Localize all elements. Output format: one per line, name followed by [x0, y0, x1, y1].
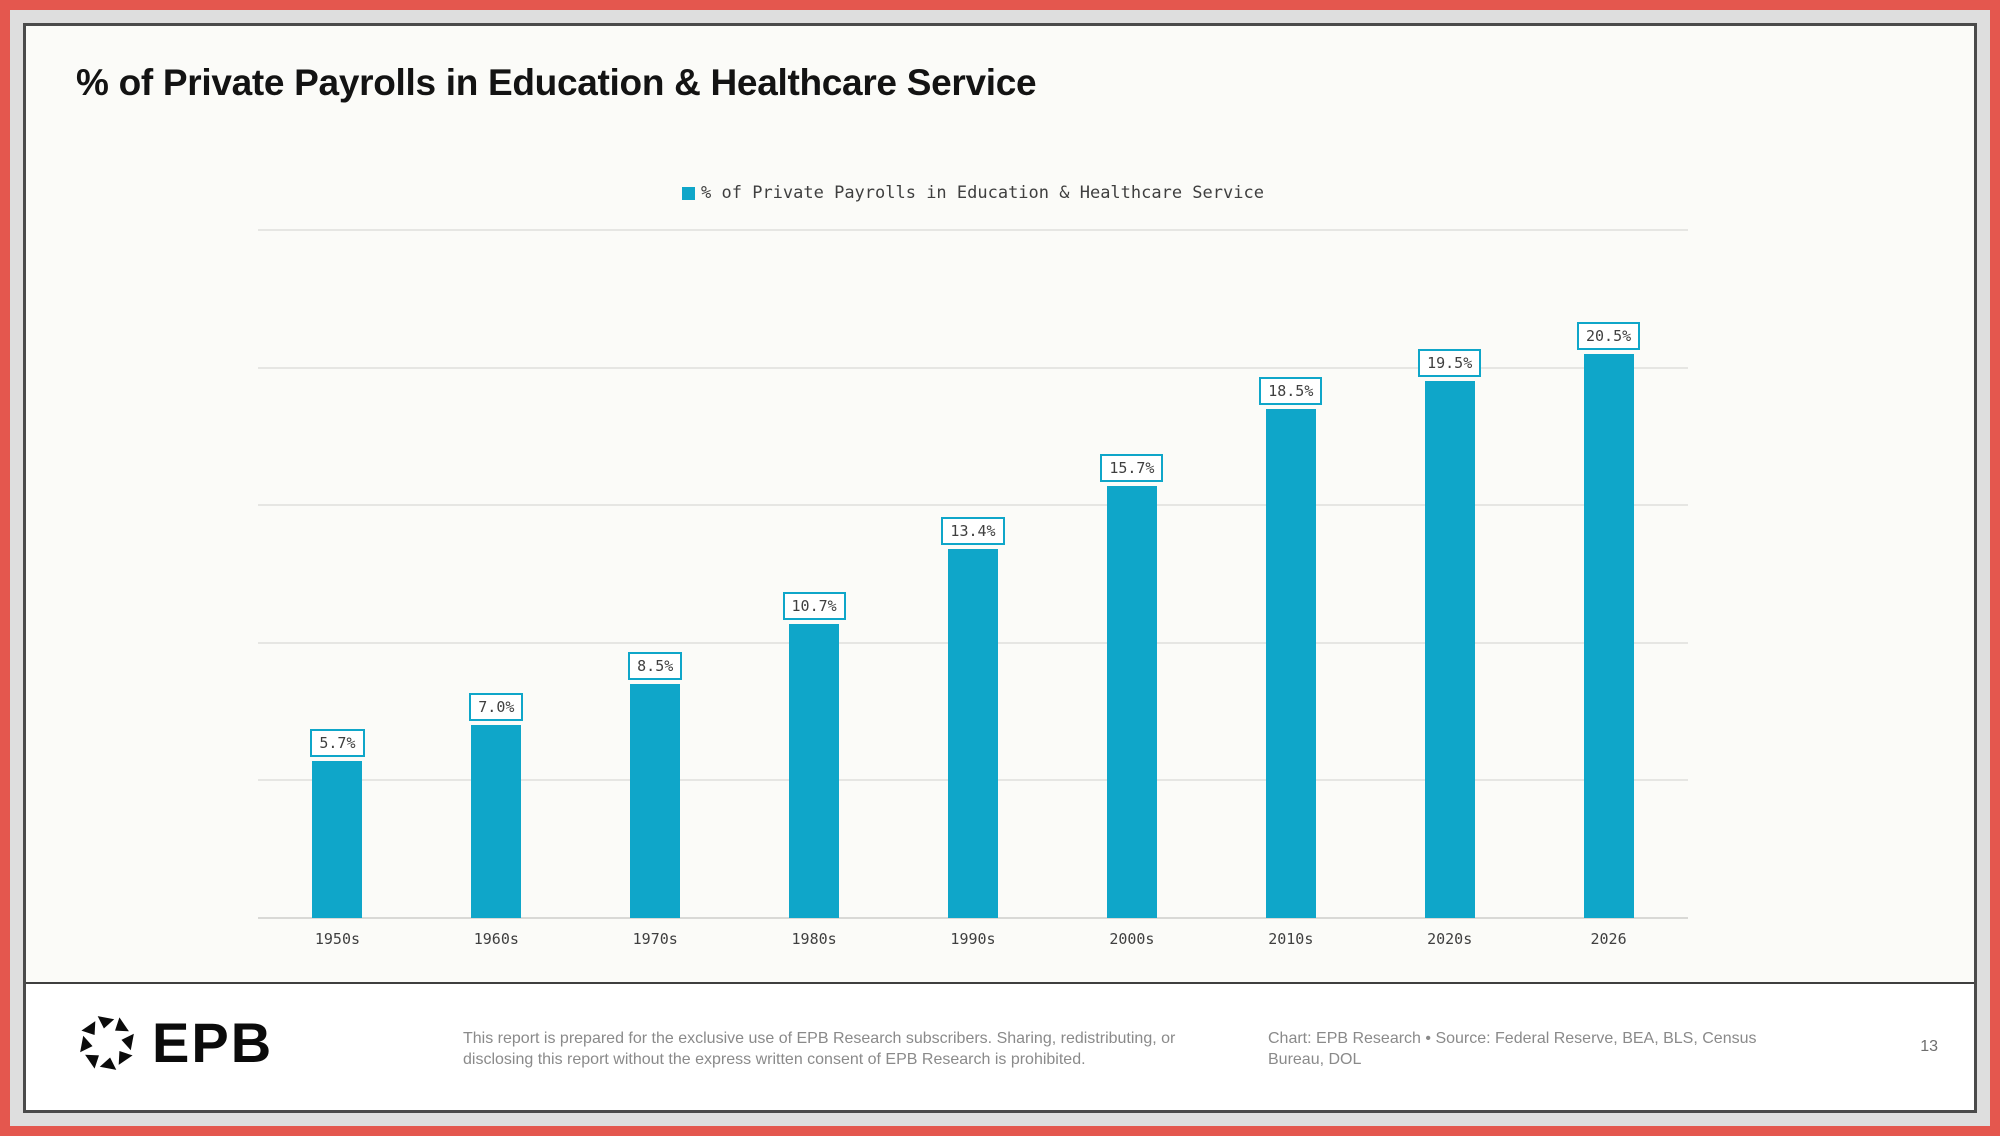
bar-value-label: 7.0%	[469, 693, 524, 722]
chart: % of Private Payrolls in Education & Hea…	[258, 182, 1688, 948]
x-tick-label: 1990s	[950, 930, 996, 948]
bar-value-label: 5.7%	[310, 729, 365, 758]
gridline	[258, 366, 1688, 369]
x-tick-label: 2020s	[1427, 930, 1473, 948]
bar-value-label: 15.7%	[1100, 453, 1164, 482]
slide-content: % of Private Payrolls in Education & Hea…	[23, 23, 1977, 1113]
bar	[789, 623, 840, 918]
bar	[948, 549, 998, 918]
bar	[1106, 485, 1157, 918]
epb-logo-aperture-icon	[80, 1016, 134, 1070]
bar-group-1990s: 13.4%	[894, 230, 1053, 918]
page-number: 13	[1920, 1038, 1938, 1055]
legend-label: % of Private Payrolls in Education & Hea…	[701, 183, 1264, 203]
x-tick-label: 1960s	[473, 930, 519, 948]
epb-logo: EPB	[76, 1012, 273, 1074]
bar-value-label: 20.5%	[1576, 321, 1641, 350]
slide-frame-inner: % of Private Payrolls in Education & Hea…	[10, 10, 1990, 1126]
bar	[312, 761, 363, 918]
bar-group-2026: 20.5%	[1529, 230, 1688, 918]
bar-value-label: 8.5%	[628, 652, 683, 681]
footer: EPB This report is prepared for the excl…	[26, 982, 1974, 1110]
gridline	[258, 917, 1688, 919]
x-tick-label: 2000s	[1109, 930, 1155, 948]
chart-legend: % of Private Payrolls in Education & Hea…	[258, 182, 1688, 204]
bar-series: 5.7% 7.0% 8.5% 10.7% 13.4% 15.7% 18.5% 19.5% 20.…	[258, 230, 1688, 918]
epb-logo-text: EPB	[152, 1011, 274, 1074]
legend-swatch-icon	[682, 186, 696, 200]
gridline	[258, 504, 1688, 507]
bar-value-label: 18.5%	[1259, 376, 1323, 405]
page-title: % of Private Payrolls in Education & Hea…	[76, 62, 1037, 103]
bar-group-2020s: 19.5%	[1370, 230, 1529, 918]
bar-value-label: 10.7%	[782, 591, 846, 620]
bar-group-2010s: 18.5%	[1211, 230, 1370, 918]
x-tick-label: 1980s	[791, 930, 837, 948]
disclaimer-text: This report is prepared for the exclusiv…	[463, 1030, 1176, 1069]
bar	[630, 684, 681, 918]
bar	[471, 725, 522, 918]
bar-value-label: 13.4%	[941, 517, 1005, 546]
bar-group-1950s: 5.7%	[258, 230, 417, 918]
x-axis: 1950s 1960s 1970s 1980s 1990s 2000s 2010s 2020s…	[258, 930, 1688, 948]
bar-value-label: 19.5%	[1418, 349, 1482, 378]
bar	[1583, 353, 1634, 918]
bar	[1424, 381, 1475, 918]
x-tick-label: 2010s	[1268, 930, 1314, 948]
attribution-text: Chart: EPB Research • Source: Federal Re…	[1268, 1030, 1757, 1069]
plot-area: 5.7% 7.0% 8.5% 10.7% 13.4% 15.7% 18.5% 19.5% 20.…	[258, 229, 1688, 919]
x-tick-label: 2026	[1590, 930, 1627, 948]
bar-group-2000s: 15.7%	[1052, 230, 1211, 918]
bar	[1265, 408, 1316, 918]
gridline	[258, 229, 1688, 231]
bar-group-1980s: 10.7%	[735, 230, 894, 918]
x-tick-label: 1950s	[314, 930, 361, 948]
bar-group-1970s: 8.5%	[576, 230, 735, 918]
x-tick-label: 1970s	[632, 930, 678, 948]
bar-group-1960s: 7.0%	[417, 230, 576, 918]
